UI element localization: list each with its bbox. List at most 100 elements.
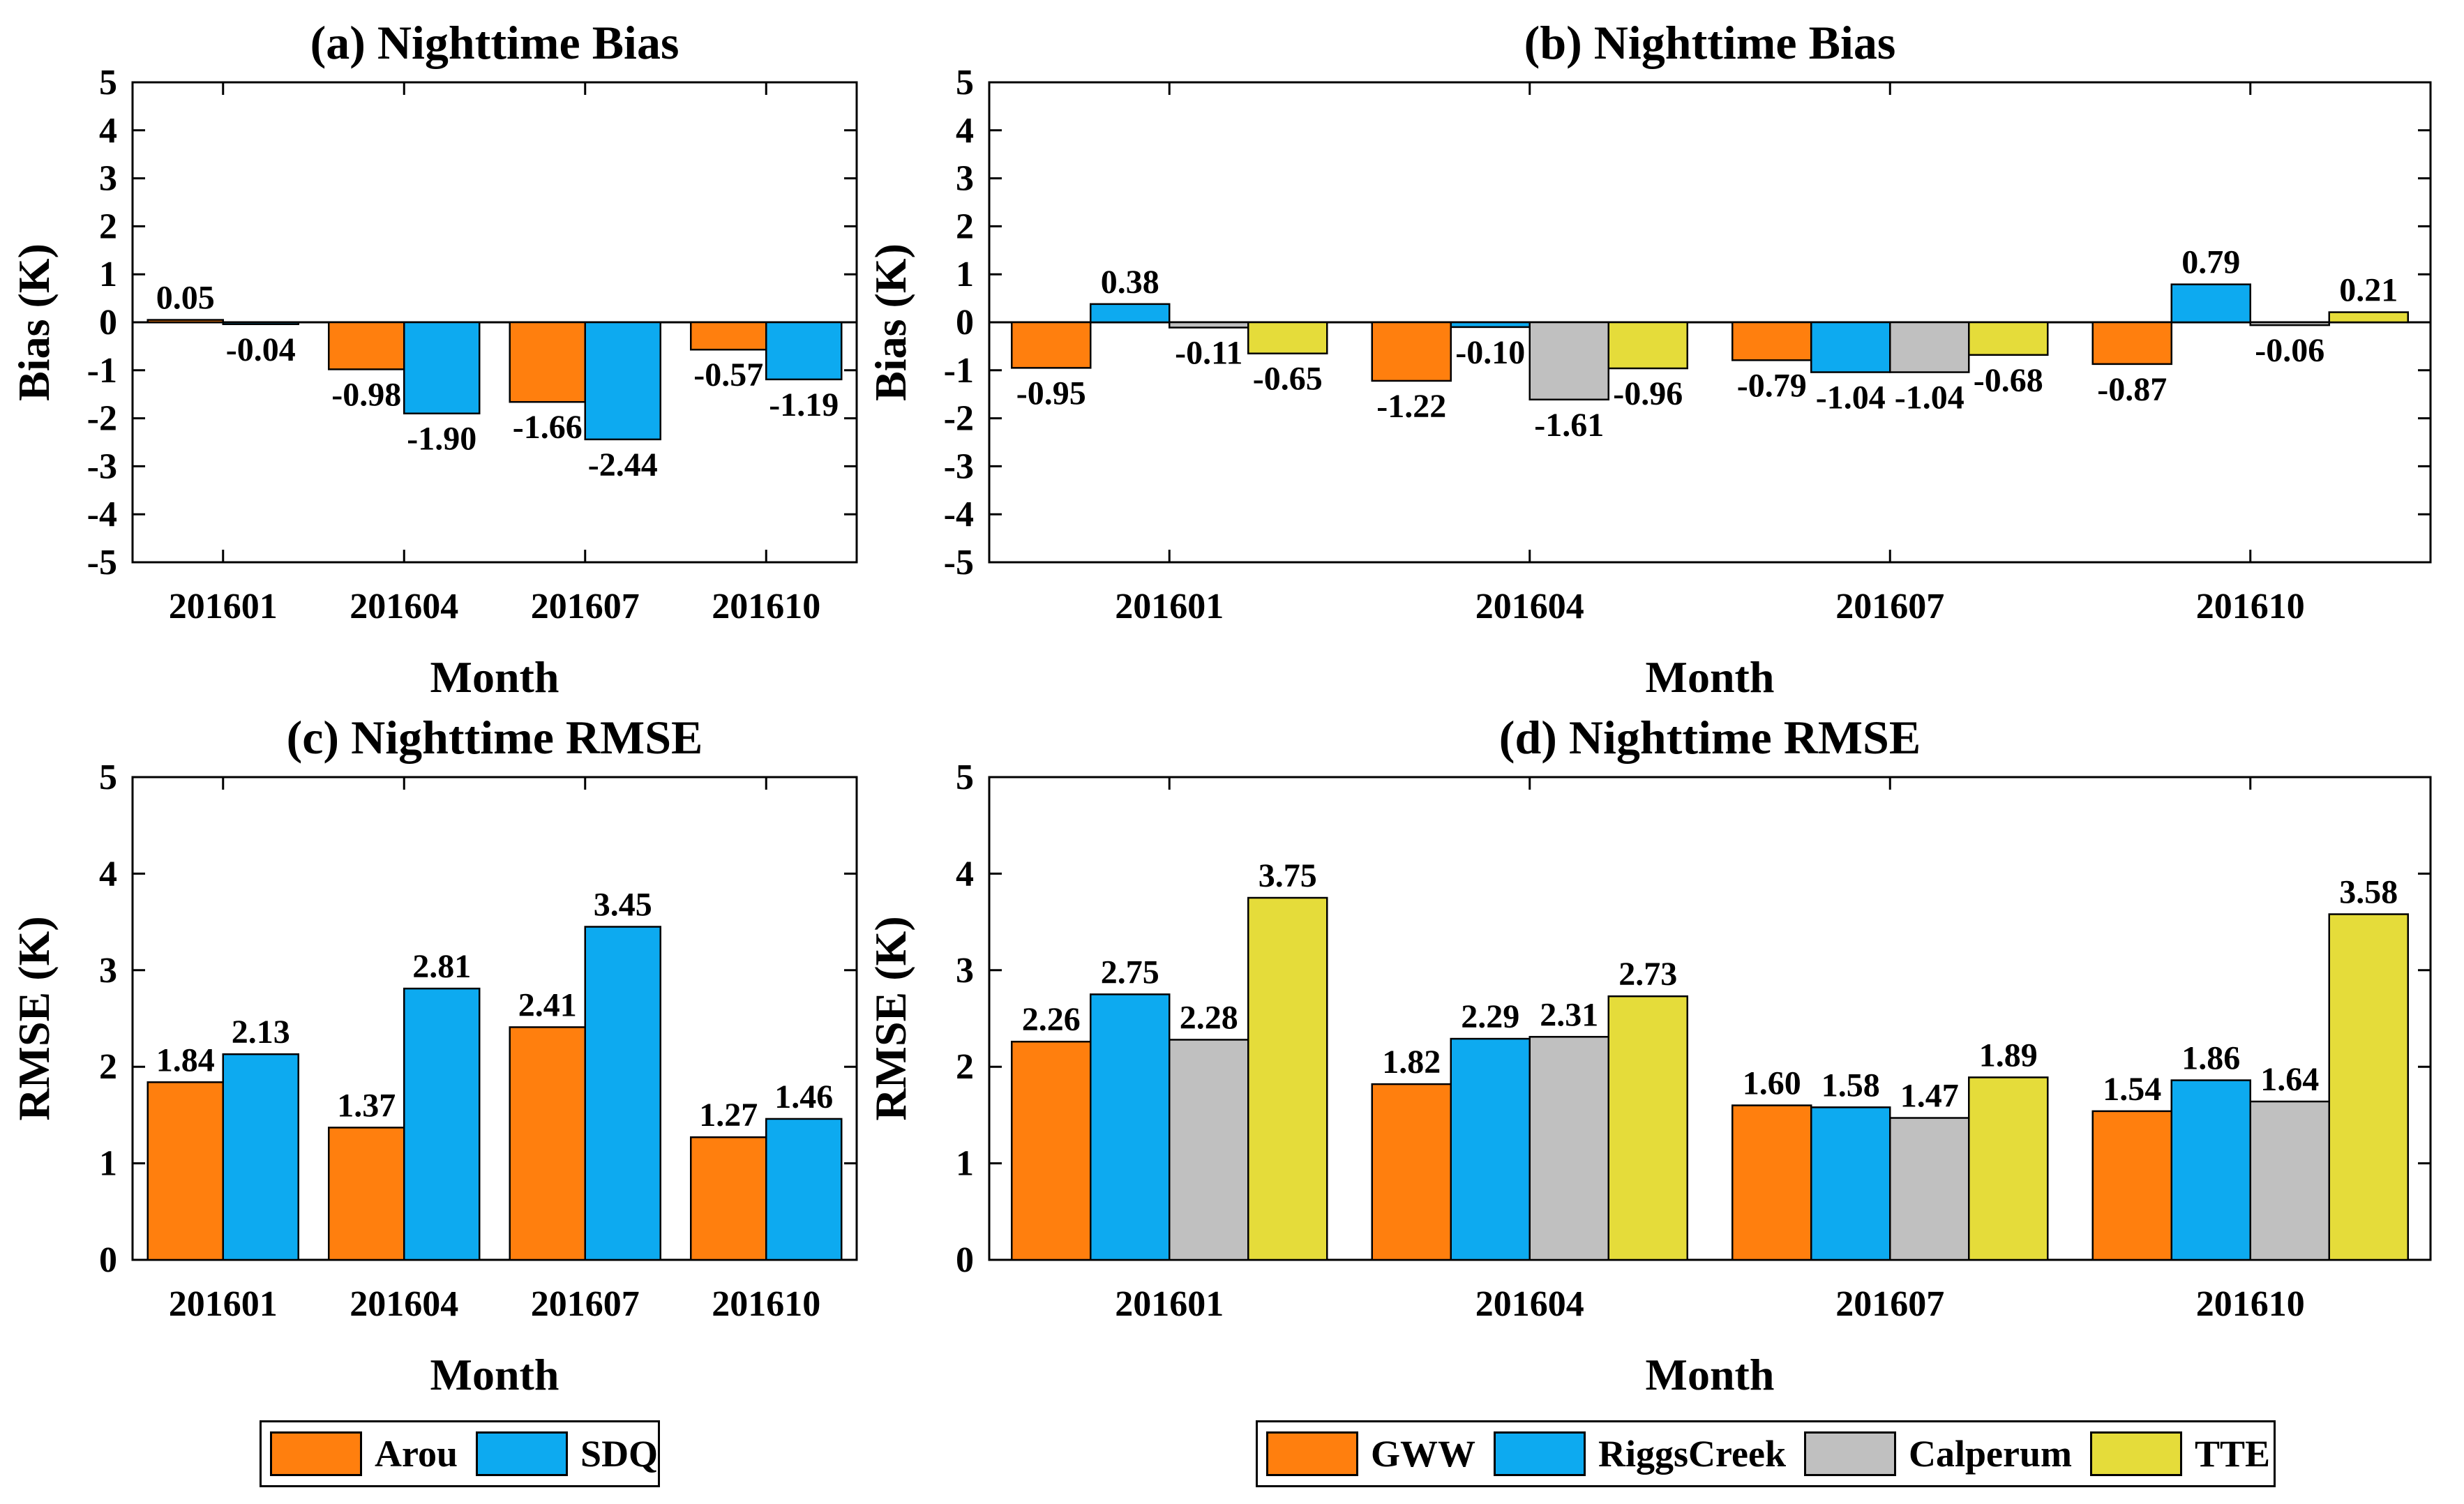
data-label-d-calperum: 2.28 [1180,999,1238,1036]
bar-a-sdq [584,321,661,441]
legend-swatch-arou [270,1431,362,1476]
legend-item-calperum: Calperum [1804,1422,2072,1485]
y-tick-label-a: 0 [99,303,117,343]
y-tick-label-a: -5 [87,543,117,582]
y-tick-label-c: 4 [99,854,117,894]
bar-a-sdq [765,321,843,381]
data-label-a-sdq: -1.90 [407,421,476,458]
x-tick-label-b: 201604 [1475,587,1584,626]
y-tick-label-c: 5 [99,758,117,797]
data-label-d-calperum: 2.31 [1540,996,1598,1033]
plot-frame-c [131,776,858,1261]
legend-swatch-sdq [476,1431,569,1476]
legend-label-calperum: Calperum [1909,1433,2072,1475]
bar-c-sdq [222,1053,299,1261]
data-label-d-riggscreek: 1.58 [1821,1067,1880,1104]
y-tick-label-b: -3 [944,446,974,486]
bar-b-tte [2328,311,2409,324]
data-label-d-calperum: 1.47 [1900,1078,1959,1115]
x-axis-label-c: Month [430,1350,559,1399]
bar-c-arou [328,1127,405,1261]
x-tick-label-a: 201601 [169,587,278,626]
y-axis-label-d: RMSE (K) [866,916,915,1120]
data-label-b-calperum: -1.61 [1534,407,1604,444]
y-tick-label-a: 2 [99,206,117,246]
chart-title-d: (d) Nighttime RMSE [1499,711,1921,764]
y-tick-label-b: 4 [956,111,974,151]
data-label-a-sdq: -0.04 [226,331,296,368]
legend-swatch-calperum [1804,1431,1896,1476]
y-tick-label-b: -5 [944,543,974,582]
legend-item-riggscreek: RiggsCreek [1494,1422,1786,1485]
data-label-d-riggscreek: 1.86 [2181,1040,2240,1077]
y-tick-label-d: 5 [956,758,974,797]
y-tick-label-b: -1 [944,351,974,391]
data-label-a-arou: 0.05 [156,280,215,317]
y-tick-label-b: 1 [956,255,974,294]
data-label-b-riggscreek: 0.38 [1101,264,1159,301]
data-label-d-gww: 1.60 [1743,1065,1801,1102]
x-tick-label-c: 201604 [350,1284,458,1324]
data-label-c-arou: 2.41 [518,986,577,1023]
data-label-a-sdq: -2.44 [588,446,658,483]
y-tick-label-c: 3 [99,951,117,991]
legend-label-arou: Arou [375,1433,458,1475]
bar-a-arou [147,319,224,324]
data-label-b-gww: -0.95 [1016,375,1086,412]
x-tick-label-d: 201604 [1475,1284,1584,1324]
y-axis-label-c: RMSE (K) [9,916,59,1120]
y-tick-label-a: -1 [87,351,117,391]
bar-c-arou [147,1081,224,1261]
y-tick-label-a: 1 [99,255,117,294]
y-tick-label-d: 2 [956,1047,974,1087]
bar-b-gww [1371,321,1452,382]
data-label-d-gww: 1.54 [2103,1071,2161,1108]
y-tick-label-d: 1 [956,1144,974,1184]
bar-b-tte [1607,321,1688,370]
legend-label-tte: TTE [2194,1433,2271,1475]
bar-b-calperum [1169,321,1249,329]
legend-swatch-riggscreek [1494,1431,1586,1476]
x-tick-label-c: 201607 [531,1284,640,1324]
y-tick-label-b: -4 [944,495,974,534]
data-label-b-gww: -1.22 [1376,388,1446,425]
bar-d-calperum [2249,1100,2330,1261]
data-label-d-gww: 1.82 [1382,1044,1441,1081]
chart-title-a: (a) Nighttime Bias [310,16,679,69]
data-label-d-tte: 1.89 [1979,1037,2038,1074]
data-label-d-riggscreek: 2.75 [1101,954,1159,991]
x-tick-label-d: 201610 [2196,1284,2305,1324]
bar-b-riggscreek [1090,303,1171,324]
data-label-b-tte: -0.65 [1253,361,1323,398]
bar-b-gww [1731,321,1812,361]
legend-swatch-tte [2089,1431,2182,1476]
y-tick-label-b: 0 [956,303,974,343]
y-tick-label-d: 4 [956,854,974,894]
data-label-d-gww: 2.26 [1022,1001,1081,1038]
bar-d-tte [1247,896,1328,1261]
data-label-d-tte: 3.75 [1259,857,1317,894]
bar-b-riggscreek [1450,321,1531,329]
x-axis-label-d: Month [1646,1350,1775,1399]
x-tick-label-b: 201610 [2196,587,2305,626]
bar-d-tte [1607,995,1688,1261]
y-tick-label-d: 3 [956,951,974,991]
legend-item-tte: TTE [2089,1422,2271,1485]
bar-d-riggscreek [1090,993,1171,1261]
legend-left: Arou SDQ [260,1420,660,1487]
bar-a-sdq [403,321,481,414]
legend-item-gww: GWW [1266,1422,1475,1485]
x-tick-label-a: 201610 [712,587,820,626]
data-label-b-calperum: -1.04 [1895,379,1965,416]
x-tick-label-c: 201601 [169,1284,278,1324]
data-label-b-calperum: -0.06 [2255,332,2324,369]
chart-c: 0 1 2 3 4 5 201601 1.84 2.13 201604 1.37 2.81 201607… [9,711,858,1399]
data-label-b-gww: -0.87 [2097,371,2167,408]
bar-b-calperum [1889,321,1970,373]
bar-b-riggscreek [1810,321,1891,373]
y-tick-label-a: 3 [99,159,117,199]
x-tick-label-c: 201610 [712,1284,820,1324]
y-tick-label-b: 3 [956,159,974,199]
data-label-c-arou: 1.37 [337,1087,396,1124]
